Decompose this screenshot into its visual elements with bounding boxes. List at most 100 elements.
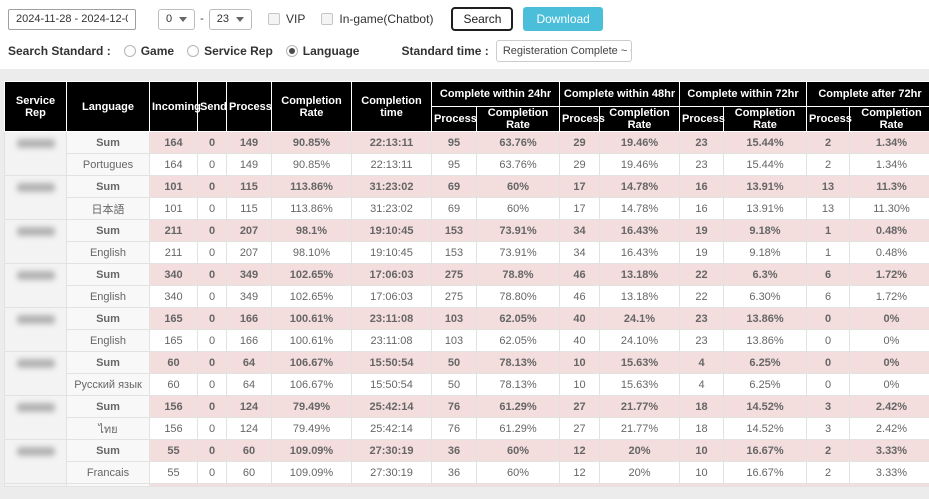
cell-rate-after: 1.72% [849,285,929,308]
cell-send: 0 [197,153,227,176]
cell-process-24: 50 [431,351,477,374]
service-rep-cell [4,307,67,352]
cell-rate-after: 11.3% [849,175,929,198]
cell-incoming: 340 [149,263,198,286]
cell-process-48: 12 [559,461,600,484]
cell-rate-72: 13.86% [723,307,807,330]
table-row-language: English 340 0 349 102.65% 17:06:03 275 78.80% 46… [5,285,929,308]
radio-language[interactable]: Language [285,44,359,58]
language-cell: ไทย [66,417,150,440]
cell-incoming: 55 [149,461,198,484]
cell-rate-after: 0% [849,373,929,396]
cell-completion-rate: 100.61% [271,329,352,352]
radio-service-rep-control[interactable] [187,45,200,57]
standard-time-select[interactable]: Registeration Complete ~ Cer [495,40,632,62]
service-rep-redacted-blur [16,447,55,456]
search-button[interactable]: Search [451,7,514,31]
cell-process-24: 76 [431,417,477,440]
service-rep-redacted-blur [16,227,55,236]
ingame-checkbox[interactable] [321,13,334,25]
cell-send: 0 [197,131,227,154]
cell-send: 0 [197,175,227,198]
vip-checkbox-label[interactable]: VIP [268,12,305,26]
cell-completion-rate: 106.67% [271,351,352,374]
table-row-language: Francais 55 0 60 109.09% 27:30:19 36 60% 12 20% 10… [5,461,929,484]
cell-rate-24: 60% [476,439,560,462]
col-group-within-72hr: Complete within 72hr [679,81,807,107]
service-rep-redacted-blur [16,271,55,280]
chevron-down-icon [236,16,245,22]
cell-process-48: 12 [559,439,600,462]
cell-process: 207 [226,241,272,264]
cell-completion-rate: 90.85% [271,153,352,176]
cell-completion-rate: 102.65% [271,263,352,286]
subcol-process-after: Process [806,106,852,132]
cell-process-24: 76 [431,395,477,418]
cell-process-72: 23 [679,153,724,176]
cell-send: 0 [197,263,227,286]
cell-process-after: 0 [806,373,850,396]
hour-to-select[interactable]: 23 [208,8,253,30]
cell-rate-24 [476,483,560,487]
table-row-sum: Sum 156 0 124 79.49% 25:42:14 76 61.29% 27 21.77%… [4,395,929,440]
subcol-rate-72: Completion Rate [723,106,807,132]
cell-rate-after: 0.48% [849,219,929,242]
cell-rate-48: 15.63% [599,373,680,396]
cell-rate-after: 1.34% [849,153,929,176]
cell-process-48: 34 [559,241,600,264]
cell-process-after [806,483,850,487]
cell-process-72: 22 [679,263,724,286]
cell-completion-time: 27:30:19 [351,439,432,462]
cell-incoming: 101 [149,197,198,220]
cell-send: 0 [197,285,227,308]
radio-language-control[interactable] [285,45,298,57]
download-button[interactable]: Download [523,7,603,31]
cell-process-48: 46 [559,263,600,286]
cell-process-after: 6 [806,263,850,286]
cell-send: 0 [197,197,227,220]
cell-process-48: 17 [559,197,600,220]
col-incoming: Incoming [149,81,201,132]
ingame-checkbox-label[interactable]: In-game(Chatbot) [321,12,433,26]
cell-rate-24: 78.8% [476,263,560,286]
cell-rate-24: 63.76% [476,153,560,176]
cell-process-24: 36 [431,439,477,462]
cell-process-48: 40 [559,307,600,330]
radio-service-rep[interactable]: Service Rep [187,44,273,58]
cell-process-72: 10 [679,439,724,462]
cell-incoming: 164 [149,153,198,176]
cell-rate-48: 16.43% [599,219,680,242]
cell-rate-72: 13.86% [723,329,807,352]
cell-process-72: 16 [679,197,724,220]
table-header: Service Rep Language Incoming Send Proce… [4,81,929,132]
cell-completion-rate: 100.61% [271,307,352,330]
service-rep-redacted-blur [16,403,55,412]
cell-process: 149 [226,131,272,154]
cell-send: 0 [197,351,227,374]
language-cell-sum: Sum [66,351,150,374]
cell-completion-time: 25:42:14 [351,395,432,418]
cell-completion-rate: 98.1% [271,219,352,242]
date-range-input[interactable] [8,8,136,30]
cell-rate-48: 13.18% [599,285,680,308]
vip-checkbox[interactable] [268,13,281,25]
subcol-process-48: Process [559,106,605,132]
cell-rate-24: 78.13% [476,351,560,374]
subcol-rate-48: Completion Rate [599,106,680,132]
radio-game-control[interactable] [123,45,136,57]
filter-row-primary: 0 - 23 VIP In-game(Chatbot) Search Downl… [8,7,921,31]
radio-game[interactable]: Game [123,44,174,58]
cell-process-after: 2 [806,439,850,462]
cell-completion-rate: 98.10% [271,241,352,264]
cell-completion-time: 23:11:08 [351,329,432,352]
cell-completion-rate: 113.86% [271,175,352,198]
cell-process: 115 [226,175,272,198]
table-body: Sum 164 0 149 90.85% 22:13:11 95 63.76% 29 19.46%… [4,131,929,487]
cell-rate-72: 15.44% [723,131,807,154]
service-rep-cell [4,439,67,484]
cell-process: 115 [226,197,272,220]
hour-from-select[interactable]: 0 [158,8,196,30]
cell-rate-after: 3.33% [849,439,929,462]
cell-completion-time: 19:10:45 [351,241,432,264]
col-language: Language [66,81,150,132]
